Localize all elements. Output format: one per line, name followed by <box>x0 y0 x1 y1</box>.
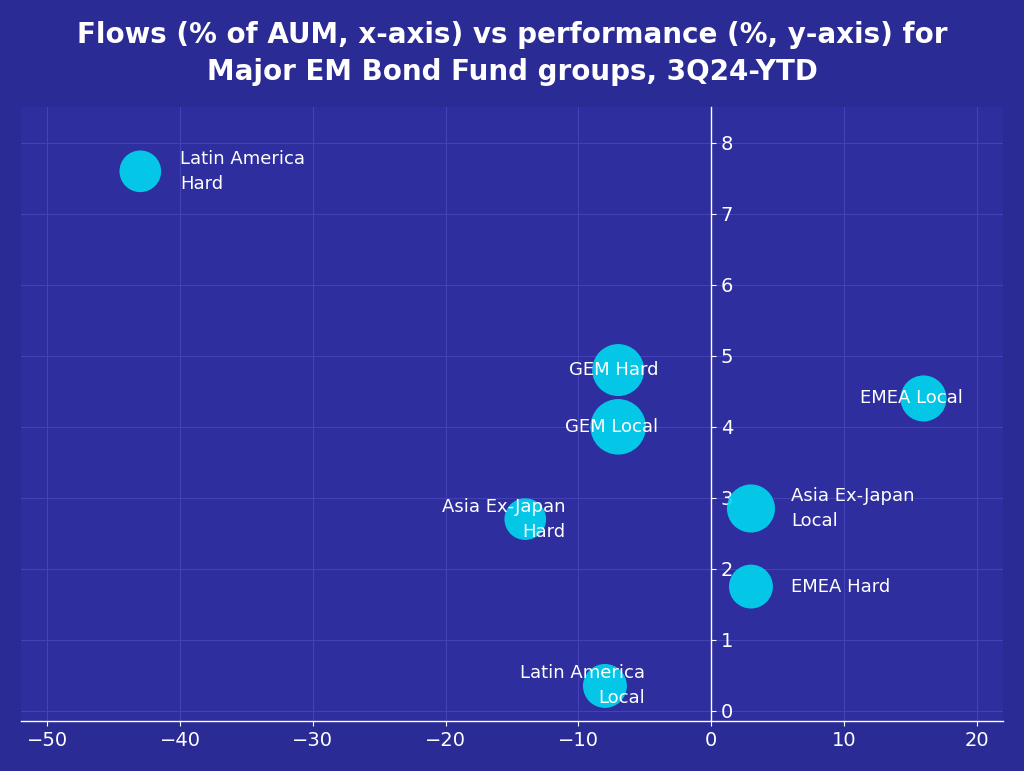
Text: Latin America
Local: Latin America Local <box>520 665 645 708</box>
Point <box>517 513 534 525</box>
Point <box>915 392 932 405</box>
Point <box>597 680 613 692</box>
Text: GEM Local: GEM Local <box>565 418 658 436</box>
Text: Asia Ex-Japan
Local: Asia Ex-Japan Local <box>791 487 914 530</box>
Point <box>132 165 148 177</box>
Point <box>742 581 759 593</box>
Text: Latin America
Hard: Latin America Hard <box>180 150 305 193</box>
Point <box>742 503 759 515</box>
Text: Asia Ex-Japan
Hard: Asia Ex-Japan Hard <box>441 497 565 540</box>
Text: GEM Hard: GEM Hard <box>568 361 658 379</box>
Point <box>610 421 627 433</box>
Point <box>610 364 627 376</box>
Title: Flows (% of AUM, x-axis) vs performance (%, y-axis) for
Major EM Bond Fund group: Flows (% of AUM, x-axis) vs performance … <box>77 21 947 86</box>
Text: EMEA Hard: EMEA Hard <box>791 577 890 595</box>
Text: EMEA Local: EMEA Local <box>860 389 964 407</box>
